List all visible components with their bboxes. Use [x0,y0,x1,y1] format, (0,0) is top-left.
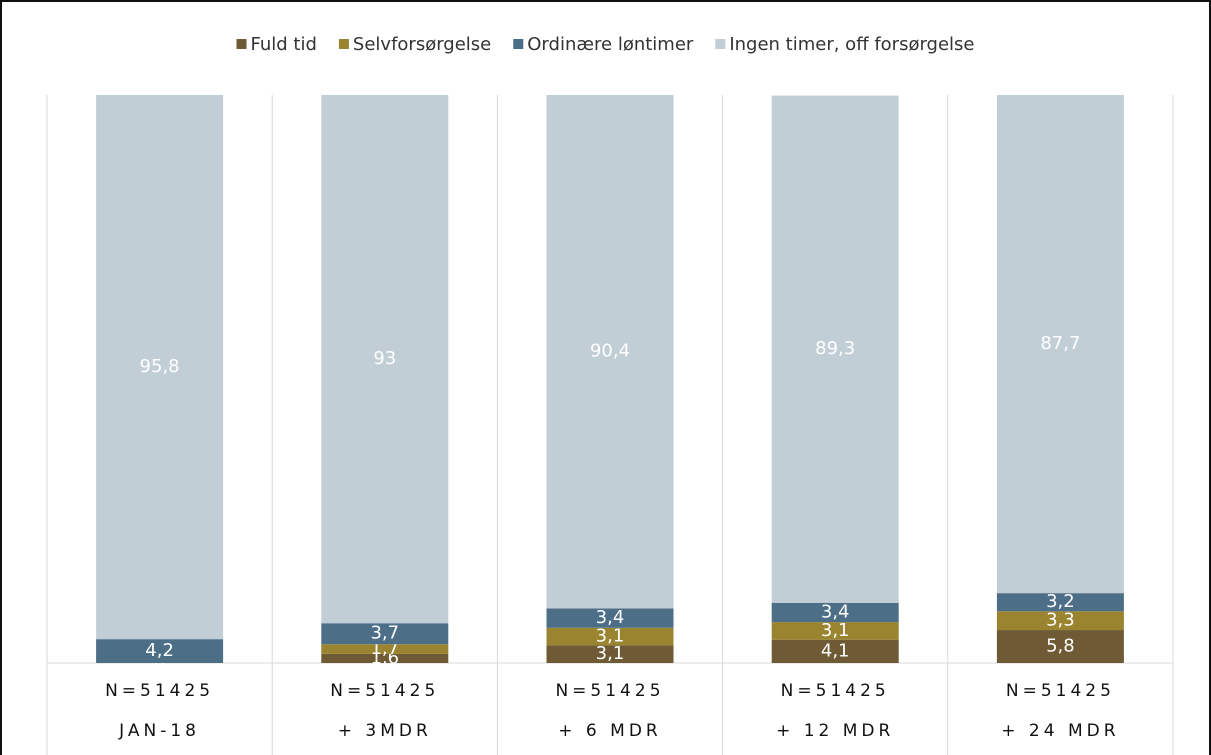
sample-size: N=51425 [105,681,214,701]
data-label: 3,1 [596,643,625,664]
bar-segment [771,95,899,603]
legend-swatch [715,39,726,49]
bar-segment [771,639,899,663]
bar-segment [996,630,1124,663]
data-label: 3,4 [596,607,625,628]
bar-segment [996,593,1124,612]
x-tick-label: + 3MDR [338,721,432,741]
bar-segment [96,639,224,663]
sample-size: N=51425 [1006,681,1115,701]
data-label: 3,1 [821,620,850,641]
data-label: 93 [373,348,396,369]
legend-label: Selvforsørgelse [353,34,491,55]
data-label: 95,8 [140,356,180,377]
data-label: 3,7 [370,623,399,644]
legend-swatch [338,39,349,49]
data-label: 90,4 [590,341,630,362]
bar-segment [321,95,449,624]
bar-segment [321,644,449,654]
legend-label: Ingen timer, off forsørgelse [729,34,974,55]
bar-segment [771,622,899,640]
x-tick-label: + 12 MDR [776,721,894,741]
data-label: 4,2 [145,640,174,661]
data-label: 3,2 [1046,591,1075,612]
data-label: 87,7 [1040,333,1080,354]
bar-segment [546,608,674,628]
data-label: 3,1 [596,626,625,647]
x-tick-label: JAN-18 [118,721,200,741]
data-label: 3,4 [821,601,850,622]
bar-segment [321,653,449,663]
sample-size: N=51425 [555,681,664,701]
bar-segment [96,95,224,640]
data-label: 4,1 [821,640,850,661]
legend-swatch [513,39,524,49]
sample-size: N=51425 [330,681,439,701]
bar-segment [546,627,674,646]
legend-label: Fuld tid [251,34,317,55]
data-label: 3,3 [1046,610,1075,631]
bar-segment [546,95,674,609]
data-label: 5,8 [1046,636,1075,657]
legend-swatch [236,39,247,49]
bar-segment [996,95,1124,594]
sample-size: N=51425 [781,681,890,701]
bar-segment [546,645,674,663]
x-tick-label: + 6 MDR [558,721,661,741]
legend-label: Ordinære løntimer [527,34,694,55]
x-tick-label: + 24 MDR [1001,721,1119,741]
bar-segment [996,611,1124,631]
bar-segment [771,602,899,623]
bar-segment [321,623,449,645]
data-label: 89,3 [815,338,855,359]
